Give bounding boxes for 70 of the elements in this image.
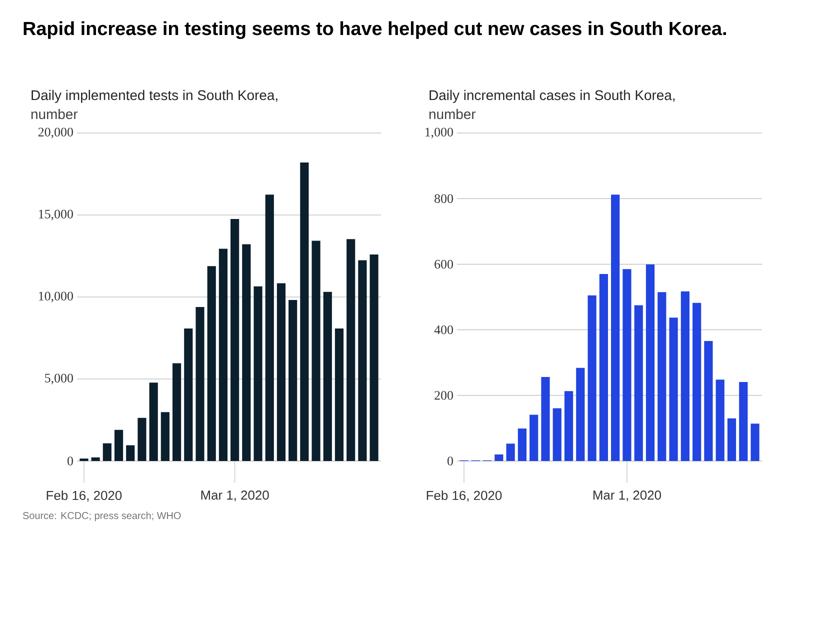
- y-tick-label: 1,000: [425, 128, 453, 138]
- chart-title: Daily implemented tests in South Korea,: [32, 90, 278, 103]
- bar: [172, 363, 182, 462]
- bar: [265, 194, 274, 462]
- bar: [126, 445, 135, 462]
- bar: [588, 295, 596, 462]
- x-tick-label: Feb 16, 2020: [426, 490, 502, 502]
- bar: [230, 218, 240, 462]
- bar: [680, 291, 690, 462]
- y-tick-label: 800: [434, 194, 453, 203]
- bar: [312, 240, 320, 462]
- bar: [102, 443, 112, 462]
- y-tick-label: 0: [68, 456, 73, 466]
- bar: [138, 418, 146, 462]
- y-tick-label: 15,000: [39, 210, 73, 220]
- bar: [218, 248, 228, 462]
- bar: [196, 307, 204, 462]
- y-tick-label: 20,000: [38, 128, 73, 138]
- bar: [323, 292, 332, 462]
- bar: [518, 428, 527, 462]
- y-tick-label: 5,000: [45, 374, 73, 384]
- bar: [727, 418, 736, 462]
- bar: [611, 194, 620, 462]
- bar: [692, 302, 702, 462]
- bar: [276, 283, 286, 462]
- bar: [599, 274, 608, 462]
- chart-subtitle: number: [429, 108, 476, 120]
- bar: [149, 382, 158, 462]
- y-tick-label: 200: [434, 391, 453, 400]
- y-tick-label: 10,000: [39, 292, 73, 302]
- bar: [114, 430, 124, 462]
- bar: [242, 244, 251, 462]
- bar: [91, 457, 100, 462]
- bar: [300, 162, 309, 462]
- chart-title: Daily incremental cases in South Korea,: [430, 90, 675, 103]
- bar: [646, 264, 655, 462]
- bar: [704, 340, 713, 462]
- bar: [716, 380, 724, 462]
- bar: [346, 239, 356, 462]
- bar: [506, 444, 515, 462]
- bar: [669, 318, 678, 462]
- bar: [634, 305, 643, 462]
- bar: [288, 300, 298, 462]
- x-tick-label: Mar 1, 2020: [593, 490, 662, 502]
- chart-subtitle: number: [31, 108, 78, 120]
- bar: [207, 266, 216, 462]
- bar: [552, 408, 562, 462]
- y-tick-label: 600: [434, 260, 453, 269]
- bar: [739, 382, 748, 462]
- text: Rapid increase in testing seems to have helped cut new cases in South Korea.: [24, 21, 726, 40]
- source-note: Source: KCDC; press search; WHO: [22, 512, 181, 522]
- bar: [160, 412, 170, 462]
- y-tick-label: 0: [448, 456, 453, 466]
- bar: [370, 254, 378, 462]
- bar: [622, 269, 632, 462]
- bar: [564, 391, 574, 462]
- bar: [658, 292, 666, 462]
- x-tick-label: Feb 16, 2020: [46, 490, 122, 502]
- bar: [184, 328, 193, 462]
- bar: [80, 458, 88, 462]
- bar: [541, 377, 550, 462]
- bar: [494, 454, 504, 462]
- bar: [530, 414, 538, 462]
- y-tick-label: 400: [434, 325, 453, 334]
- bar: [576, 368, 585, 462]
- x-tick-label: Mar 1, 2020: [201, 490, 269, 502]
- bar: [254, 286, 262, 462]
- bar: [750, 424, 760, 462]
- bar: [358, 260, 367, 462]
- bar: [334, 328, 344, 462]
